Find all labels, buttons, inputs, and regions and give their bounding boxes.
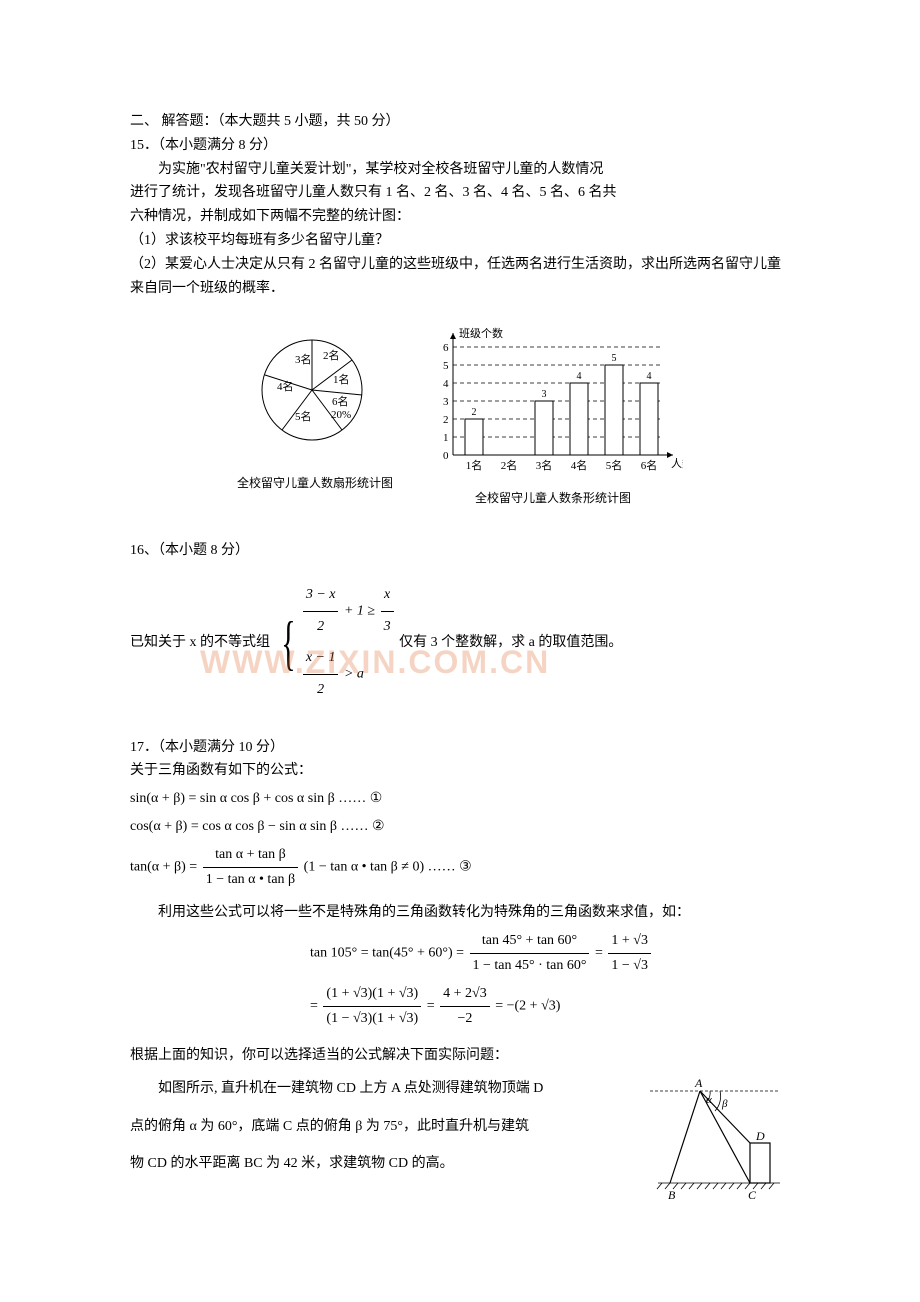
- label-D: D: [755, 1129, 765, 1143]
- ex-lhs: tan 105° = tan(45° + 60°) =: [310, 946, 464, 961]
- brace-icon: {: [281, 613, 295, 673]
- svg-text:4: 4: [647, 371, 652, 382]
- inequality-system: 3 − x2 + 1 ≥ x3 x − 12 > a: [301, 580, 396, 705]
- q16-body: 已知关于 x 的不等式组 { 3 − x2 + 1 ≥ x3 x − 12 > …: [130, 580, 790, 705]
- q15-sub2: （2）某爱心人士决定从只有 2 名留守儿童的这些班级中，任选两名进行生活资助，求…: [130, 253, 790, 301]
- ex-result: = −(2 + √3): [495, 998, 560, 1013]
- q16-prefix: 已知关于 x 的不等式组: [130, 635, 270, 650]
- bar-chart: 班级个数 人数 0 1 2 3 4 5 6: [423, 325, 683, 475]
- svg-text:4名: 4名: [571, 458, 588, 472]
- svg-text:1: 1: [443, 432, 449, 444]
- svg-text:2: 2: [472, 407, 477, 418]
- frac-den: 1 − tan 45° · tan 60°: [470, 954, 590, 978]
- frac-num: x − 1: [303, 643, 339, 675]
- pie-caption: 全校留守儿童人数扇形统计图: [237, 473, 393, 493]
- q15-p2: 进行了统计，发现各班留守儿童人数只有 1 名、2 名、3 名、4 名、5 名、6…: [130, 181, 790, 205]
- label-C: C: [748, 1188, 757, 1202]
- frac-num: 4 + 2√3: [440, 982, 490, 1007]
- frac-den: (1 − √3)(1 + √3): [323, 1007, 421, 1031]
- eq-sign: =: [595, 946, 603, 961]
- q17-use-intro: 利用这些公式可以将一些不是特殊角的三角函数转化为特殊角的三角函数来求值，如：: [130, 901, 790, 925]
- svg-text:1名: 1名: [333, 372, 350, 386]
- svg-text:2名: 2名: [501, 458, 518, 472]
- svg-text:5: 5: [443, 360, 449, 372]
- svg-text:班级个数: 班级个数: [459, 327, 503, 340]
- frac-den: 1 − √3: [608, 954, 651, 978]
- pie-chart-block: 3名 2名 4名 1名 6名 20% 5名 全校留守儿童人数扇形统计图: [237, 325, 393, 508]
- svg-text:人数: 人数: [671, 457, 683, 470]
- formula-3: tan(α + β) = tan α + tan β1 − tan α • ta…: [130, 843, 790, 892]
- formula-2: cos(α + β) = cos α cos β − sin α sin β ……: [130, 815, 790, 839]
- q15-p3: 六种情况，并制成如下两幅不完整的统计图：: [130, 205, 790, 229]
- svg-text:6名: 6名: [641, 458, 658, 472]
- svg-text:1名: 1名: [466, 458, 483, 472]
- svg-text:0: 0: [443, 450, 449, 462]
- svg-text:3: 3: [542, 389, 547, 400]
- frac-den: 2: [303, 675, 339, 706]
- frac-den: 1 − tan α • tan β: [203, 868, 298, 892]
- svg-text:2: 2: [443, 414, 449, 426]
- frac-num: 1 + √3: [608, 929, 651, 954]
- svg-text:3: 3: [443, 396, 449, 408]
- label-A: A: [694, 1076, 703, 1090]
- f3-cond: (1 − tan α • tan β ≠ 0) …… ③: [304, 859, 472, 874]
- svg-text:3名: 3名: [295, 352, 312, 366]
- q15-sub1: （1）求该校平均每班有多少名留守儿童？: [130, 229, 790, 253]
- svg-text:4: 4: [577, 371, 582, 382]
- eq-sign: =: [310, 998, 318, 1013]
- eq-sign: =: [427, 998, 435, 1013]
- f3-lhs: tan(α + β) =: [130, 859, 197, 874]
- label-beta: β: [721, 1098, 728, 1110]
- svg-text:6: 6: [443, 342, 449, 354]
- bar-caption: 全校留守儿童人数条形统计图: [423, 488, 683, 508]
- frac-den: 3: [381, 612, 394, 643]
- q17-figure: A α β D B: [640, 1073, 790, 1212]
- q15-p1: 为实施"农村留守儿童关爱计划"，某学校对全校各班留守儿童的人数情况: [130, 158, 790, 182]
- svg-text:5名: 5名: [606, 458, 623, 472]
- svg-text:5: 5: [612, 353, 617, 364]
- frac-den: 2: [303, 612, 339, 643]
- svg-text:2名: 2名: [323, 348, 340, 362]
- ineq-mid: + 1 ≥: [344, 604, 375, 619]
- frac-num: tan α + tan β: [203, 843, 298, 868]
- svg-text:4名: 4名: [277, 379, 294, 393]
- svg-text:5名: 5名: [295, 409, 312, 423]
- example-line1: tan 105° = tan(45° + 60°) = tan 45° + ta…: [310, 929, 790, 978]
- bar-chart-block: 班级个数 人数 0 1 2 3 4 5 6: [423, 325, 683, 508]
- q17-after: 根据上面的知识，你可以选择适当的公式解决下面实际问题：: [130, 1044, 790, 1068]
- frac-num: 3 − x: [303, 580, 339, 612]
- q17-title: 17．（本小题满分 10 分）: [130, 736, 790, 760]
- svg-text:4: 4: [443, 378, 449, 390]
- q16-suffix: 仅有 3 个整数解，求 a 的取值范围。: [399, 635, 622, 650]
- frac-num: (1 + √3)(1 + √3): [323, 982, 421, 1007]
- svg-text:20%: 20%: [331, 409, 351, 421]
- svg-text:6名: 6名: [332, 394, 349, 408]
- example-line2: = (1 + √3)(1 + √3)(1 − √3)(1 + √3) = 4 +…: [310, 982, 790, 1031]
- svg-text:3名: 3名: [536, 458, 553, 472]
- q16-title: 16、（本小题 8 分）: [130, 539, 790, 563]
- pie-chart: 3名 2名 4名 1名 6名 20% 5名: [237, 325, 387, 460]
- label-alpha: α: [706, 1094, 712, 1106]
- frac-den: −2: [440, 1007, 490, 1031]
- q15-title: 15．（本小题满分 8 分）: [130, 134, 790, 158]
- q17-intro: 关于三角函数有如下的公式：: [130, 759, 790, 783]
- label-B: B: [668, 1188, 676, 1202]
- frac-num: x: [381, 580, 394, 612]
- q15-figures: 3名 2名 4名 1名 6名 20% 5名 全校留守儿童人数扇形统计图 班级个数…: [130, 325, 790, 508]
- section-header: 二、 解答题：（本大题共 5 小题，共 50 分）: [130, 110, 790, 134]
- frac-num: tan 45° + tan 60°: [470, 929, 590, 954]
- ineq-op: > a: [344, 666, 364, 681]
- formula-1: sin(α + β) = sin α cos β + cos α sin β ……: [130, 787, 790, 811]
